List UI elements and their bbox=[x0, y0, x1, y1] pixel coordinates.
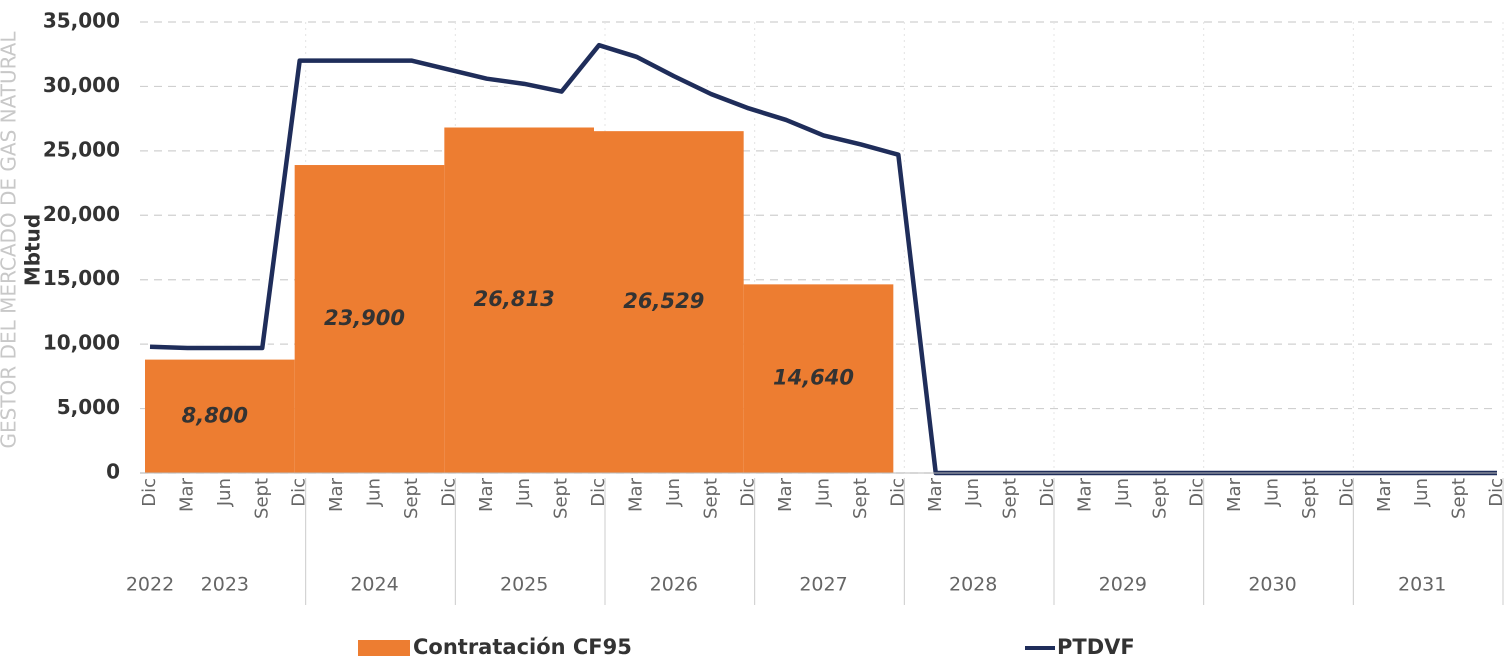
x-tick-label: Jun bbox=[813, 478, 834, 507]
x-tick-label: Sept bbox=[401, 478, 422, 519]
x-tick-label: Sept bbox=[1449, 478, 1470, 519]
x-tick-label: Jun bbox=[364, 478, 385, 507]
legend-label: Contratación CF95 bbox=[413, 635, 632, 659]
x-tick-label: Dic bbox=[1336, 478, 1357, 507]
x-group-label: 2025 bbox=[500, 574, 548, 596]
bar bbox=[444, 127, 594, 473]
x-tick-label: Dic bbox=[887, 478, 908, 507]
x-tick-label: Jun bbox=[214, 478, 235, 507]
x-tick-label: Sept bbox=[850, 478, 871, 519]
value-label: 14,640 bbox=[773, 366, 854, 390]
x-tick-label: Mar bbox=[625, 477, 646, 512]
x-tick-label: Sept bbox=[1000, 478, 1021, 519]
x-group-label: 2028 bbox=[949, 574, 997, 596]
x-tick-label: Sept bbox=[1149, 478, 1170, 519]
x-group-label: 2023 bbox=[201, 574, 249, 596]
value-label: 26,529 bbox=[623, 289, 704, 313]
y-tick-label: 5,000 bbox=[57, 395, 120, 419]
value-label: 8,800 bbox=[182, 403, 248, 427]
y-tick-label: 15,000 bbox=[43, 266, 120, 290]
legend-swatch bbox=[358, 640, 410, 656]
x-group-label: 2030 bbox=[1248, 574, 1296, 596]
x-tick-label: Dic bbox=[1486, 478, 1504, 507]
x-tick-label: Jun bbox=[513, 478, 534, 507]
bar bbox=[294, 165, 445, 473]
x-tick-label: Mar bbox=[176, 477, 197, 512]
x-group-label: 2031 bbox=[1398, 574, 1446, 596]
value-label: 23,900 bbox=[324, 306, 405, 330]
x-tick-label: Dic bbox=[139, 478, 160, 507]
y-tick-label: 20,000 bbox=[43, 202, 120, 226]
x-tick-label: Mar bbox=[775, 477, 796, 512]
bar bbox=[145, 359, 295, 473]
x-tick-label: Dic bbox=[289, 478, 310, 507]
x-tick-label: Jun bbox=[1112, 478, 1133, 507]
x-tick-label: Sept bbox=[251, 478, 272, 519]
x-tick-label: Dic bbox=[1037, 478, 1058, 507]
x-group-label: 2022 bbox=[126, 574, 174, 596]
x-tick-label: Sept bbox=[551, 478, 572, 519]
y-tick-label: 0 bbox=[106, 460, 120, 484]
x-group-label: 2024 bbox=[350, 574, 398, 596]
x-tick-label: Jun bbox=[1411, 478, 1432, 507]
side-note: GESTOR DEL MERCADO DE GAS NATURAL bbox=[0, 31, 21, 449]
x-tick-label: Mar bbox=[326, 477, 347, 512]
y-tick-label: 10,000 bbox=[43, 331, 120, 355]
y-tick-label: 35,000 bbox=[43, 9, 120, 33]
y-axis-label: Mbtud bbox=[21, 214, 45, 286]
x-tick-label: Dic bbox=[588, 478, 609, 507]
x-tick-label: Dic bbox=[1187, 478, 1208, 507]
x-tick-label: Mar bbox=[925, 477, 946, 512]
y-tick-label: 30,000 bbox=[43, 73, 120, 97]
x-tick-label: Mar bbox=[476, 477, 497, 512]
x-tick-label: Jun bbox=[663, 478, 684, 507]
x-tick-label: Jun bbox=[1262, 478, 1283, 507]
x-group-label: 2029 bbox=[1099, 574, 1147, 596]
bar bbox=[594, 131, 744, 473]
x-group-label: 2027 bbox=[799, 574, 847, 596]
y-tick-label: 25,000 bbox=[43, 137, 120, 161]
x-tick-label: Mar bbox=[1074, 477, 1095, 512]
x-tick-label: Sept bbox=[1299, 478, 1320, 519]
value-label: 26,813 bbox=[474, 287, 555, 311]
x-tick-label: Mar bbox=[1374, 477, 1395, 512]
x-tick-label: Sept bbox=[700, 478, 721, 519]
x-tick-label: Dic bbox=[438, 478, 459, 507]
x-tick-label: Dic bbox=[738, 478, 759, 507]
legend-label: PTDVF bbox=[1057, 635, 1135, 659]
x-tick-label: Jun bbox=[962, 478, 983, 507]
bar bbox=[743, 284, 894, 473]
x-group-label: 2026 bbox=[650, 574, 698, 596]
x-tick-label: Mar bbox=[1224, 477, 1245, 512]
